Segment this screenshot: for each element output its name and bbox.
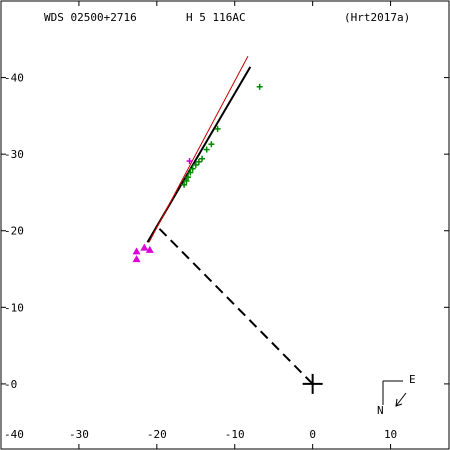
compass: E N <box>377 373 416 417</box>
connector-dashed-line <box>156 226 314 385</box>
y-tick-label: -10 <box>4 301 24 314</box>
compass-east-label: E <box>409 373 416 386</box>
x-tick-labels: -30 -20 -10 0 10 <box>69 428 397 441</box>
orbit-lines <box>146 55 314 385</box>
x-tick-label: 0 <box>309 428 316 441</box>
plus-marker <box>256 83 263 90</box>
plus-marker <box>203 146 210 153</box>
header-right: (Hrt2017a) <box>344 11 410 24</box>
plus-marker <box>181 181 188 188</box>
orbit-line <box>148 55 249 243</box>
primary-star-marker <box>302 373 323 394</box>
plus-marker <box>189 165 196 172</box>
header-left: WDS 02500+2716 <box>44 11 137 24</box>
plus-marker <box>183 177 190 184</box>
plus-marker <box>199 155 206 162</box>
y-tick-label: -30 <box>4 148 24 161</box>
y-tick-label: -40 <box>4 72 24 85</box>
y-tick-labels: -40 -30 -20 -10 -0 <box>4 72 24 391</box>
plus-marker <box>214 125 221 132</box>
plus-marker <box>192 161 199 168</box>
compass-arrow-head <box>395 398 403 407</box>
compass-north-label: N <box>377 404 384 417</box>
y-tick-label: -20 <box>4 225 24 238</box>
plus-marker <box>184 174 191 181</box>
triangle-marker <box>145 245 154 253</box>
triangle-marker <box>140 243 149 251</box>
plus-marker <box>208 141 215 148</box>
x-tick-label: -10 <box>225 428 245 441</box>
plus-marker <box>195 158 202 165</box>
header-center: H 5 116AC <box>186 11 246 24</box>
plus-marker <box>187 169 194 176</box>
triangle-marker <box>132 247 141 255</box>
plus-marker <box>186 158 193 165</box>
x-tick-label: -20 <box>147 428 167 441</box>
y-tick-label: -0 <box>4 378 17 391</box>
x-tick-label: -30 <box>69 428 89 441</box>
x-tick-label: 10 <box>384 428 397 441</box>
y-corner-label: -40 <box>4 428 24 441</box>
triangle-marker <box>132 255 141 263</box>
data-points <box>132 83 263 263</box>
compass-arrow-shaft <box>395 392 407 407</box>
